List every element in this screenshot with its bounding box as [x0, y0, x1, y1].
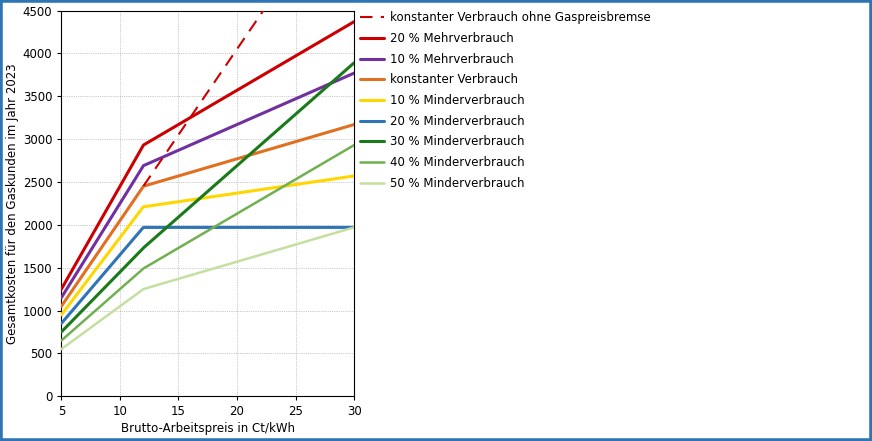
10 % Mehrverbrauch: [230, 123, 241, 128]
20 % Mehrverbrauch: [215, 98, 225, 103]
20 % Minderverbrauch: [139, 225, 149, 230]
30 % Minderverbrauch: [195, 195, 206, 201]
konstanter Verbrauch: [56, 303, 66, 309]
Line: 10 % Mehrverbrauch: 10 % Mehrverbrauch: [61, 73, 354, 298]
Line: konstanter Verbrauch: konstanter Verbrauch: [61, 124, 354, 306]
10 % Mehrverbrauch: [215, 130, 225, 135]
50 % Minderverbrauch: [215, 264, 225, 269]
40 % Minderverbrauch: [296, 173, 307, 179]
40 % Minderverbrauch: [215, 221, 225, 226]
konstanter Verbrauch: [296, 137, 307, 142]
30 % Minderverbrauch: [230, 164, 241, 170]
konstanter Verbrauch: [342, 124, 352, 129]
20 % Mehrverbrauch: [296, 50, 307, 55]
20 % Mehrverbrauch: [197, 108, 208, 113]
20 % Minderverbrauch: [231, 225, 242, 230]
40 % Minderverbrauch: [197, 232, 208, 237]
20 % Minderverbrauch: [195, 225, 206, 230]
Line: 30 % Minderverbrauch: 30 % Minderverbrauch: [61, 63, 354, 332]
50 % Minderverbrauch: [230, 259, 241, 265]
konstanter Verbrauch ohne Gaspreisbremse: [212, 76, 222, 81]
konstanter Verbrauch: [197, 166, 208, 172]
10 % Mehrverbrauch: [296, 93, 307, 99]
10 % Minderverbrauch: [215, 193, 225, 198]
X-axis label: Brutto-Arbeitspreis in Ct/kWh: Brutto-Arbeitspreis in Ct/kWh: [120, 422, 295, 435]
50 % Minderverbrauch: [349, 225, 359, 230]
Line: 20 % Mehrverbrauch: 20 % Mehrverbrauch: [61, 22, 354, 289]
20 % Mehrverbrauch: [342, 23, 352, 29]
Line: 50 % Minderverbrauch: 50 % Minderverbrauch: [61, 228, 354, 349]
konstanter Verbrauch ohne Gaspreisbremse: [201, 91, 212, 97]
40 % Minderverbrauch: [230, 212, 241, 217]
30 % Minderverbrauch: [56, 329, 66, 335]
10 % Minderverbrauch: [195, 196, 206, 201]
40 % Minderverbrauch: [349, 142, 359, 148]
konstanter Verbrauch: [215, 161, 225, 167]
50 % Minderverbrauch: [197, 269, 208, 275]
Line: 40 % Minderverbrauch: 40 % Minderverbrauch: [61, 145, 354, 340]
30 % Minderverbrauch: [296, 107, 307, 112]
10 % Mehrverbrauch: [342, 74, 352, 79]
konstanter Verbrauch: [230, 157, 241, 162]
10 % Mehrverbrauch: [195, 138, 206, 143]
10 % Mehrverbrauch: [349, 71, 359, 76]
30 % Minderverbrauch: [349, 60, 359, 65]
konstanter Verbrauch: [195, 167, 206, 172]
50 % Minderverbrauch: [195, 270, 206, 275]
10 % Minderverbrauch: [296, 181, 307, 187]
50 % Minderverbrauch: [296, 240, 307, 246]
Line: 20 % Minderverbrauch: 20 % Minderverbrauch: [61, 228, 354, 323]
40 % Minderverbrauch: [56, 338, 66, 343]
10 % Minderverbrauch: [56, 312, 66, 318]
Line: konstanter Verbrauch ohne Gaspreisbremse: konstanter Verbrauch ohne Gaspreisbremse: [144, 0, 354, 186]
konstanter Verbrauch ohne Gaspreisbremse: [139, 183, 149, 189]
20 % Mehrverbrauch: [349, 19, 359, 24]
konstanter Verbrauch: [349, 122, 359, 127]
20 % Minderverbrauch: [56, 321, 66, 326]
konstanter Verbrauch ohne Gaspreisbremse: [208, 81, 219, 86]
20 % Minderverbrauch: [349, 225, 359, 230]
20 % Minderverbrauch: [215, 225, 226, 230]
20 % Minderverbrauch: [343, 225, 353, 230]
10 % Mehrverbrauch: [56, 295, 66, 300]
Legend: konstanter Verbrauch ohne Gaspreisbremse, 20 % Mehrverbrauch, 10 % Mehrverbrauch: konstanter Verbrauch ohne Gaspreisbremse…: [356, 7, 655, 194]
konstanter Verbrauch ohne Gaspreisbremse: [230, 49, 241, 54]
30 % Minderverbrauch: [197, 194, 208, 199]
40 % Minderverbrauch: [342, 146, 352, 152]
50 % Minderverbrauch: [342, 227, 352, 232]
10 % Minderverbrauch: [349, 173, 359, 179]
20 % Mehrverbrauch: [56, 287, 66, 292]
Line: 10 % Minderverbrauch: 10 % Minderverbrauch: [61, 176, 354, 315]
10 % Minderverbrauch: [197, 195, 208, 201]
20 % Mehrverbrauch: [195, 109, 206, 114]
Y-axis label: Gesamtkosten für den Gaskunden im Jahr 2023: Gesamtkosten für den Gaskunden im Jahr 2…: [5, 63, 18, 344]
10 % Minderverbrauch: [342, 174, 352, 179]
10 % Minderverbrauch: [230, 191, 241, 196]
30 % Minderverbrauch: [342, 67, 352, 72]
20 % Mehrverbrauch: [230, 89, 241, 94]
10 % Mehrverbrauch: [197, 137, 208, 142]
konstanter Verbrauch ohne Gaspreisbremse: [164, 146, 174, 151]
30 % Minderverbrauch: [215, 178, 225, 183]
20 % Minderverbrauch: [198, 225, 208, 230]
20 % Minderverbrauch: [296, 225, 307, 230]
50 % Minderverbrauch: [56, 347, 66, 352]
40 % Minderverbrauch: [195, 232, 206, 238]
